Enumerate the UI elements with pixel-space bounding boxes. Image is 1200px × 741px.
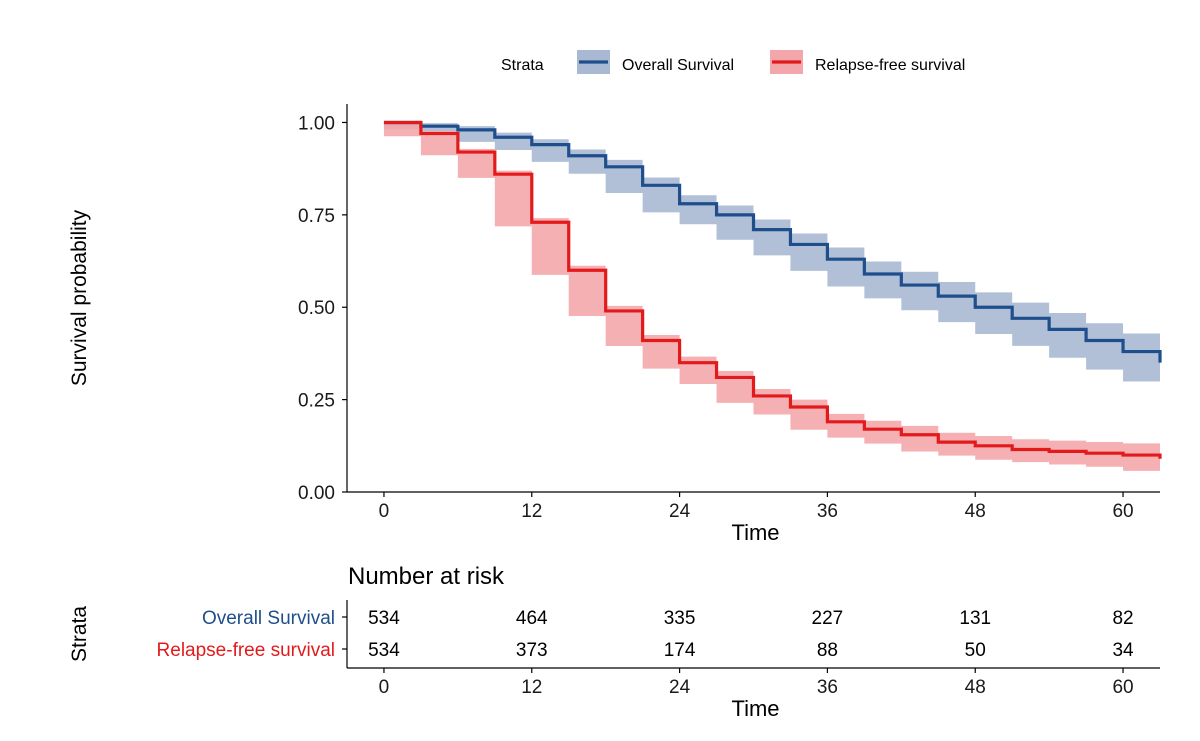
x-tick-label: 12 — [521, 501, 542, 522]
risk-x-axis-title: Time — [731, 696, 779, 721]
x-tick-label: 60 — [1112, 501, 1133, 522]
risk-count: 534 — [368, 640, 400, 661]
risk-row-label: Relapse-free survival — [157, 640, 335, 661]
risk-x-tick-label: 12 — [521, 677, 542, 698]
risk-count: 34 — [1112, 640, 1134, 661]
risk-count: 174 — [664, 640, 696, 661]
risk-x-tick-label: 60 — [1112, 677, 1133, 698]
risk-count: 131 — [959, 608, 991, 629]
y-tick-label: 1.00 — [298, 113, 335, 134]
risk-count: 50 — [965, 640, 986, 661]
y-tick-label: 0.50 — [298, 298, 335, 319]
x-tick-label: 48 — [965, 501, 986, 522]
risk-table-title: Number at risk — [348, 563, 505, 590]
x-tick-label: 0 — [379, 501, 390, 522]
y-tick-label: 0.75 — [298, 206, 335, 227]
x-tick-label: 24 — [669, 501, 691, 522]
risk-row-label: Overall Survival — [202, 608, 335, 629]
risk-count: 335 — [664, 608, 696, 629]
risk-x-tick-label: 36 — [817, 677, 838, 698]
risk-count: 464 — [516, 608, 548, 629]
risk-x-tick-label: 0 — [379, 677, 390, 698]
survival-curve — [383, 120, 1162, 363]
legend-entry-label: Overall Survival — [622, 57, 734, 74]
risk-count: 88 — [817, 640, 838, 661]
x-axis-title: Time — [731, 520, 779, 545]
risk-count: 82 — [1112, 608, 1133, 629]
risk-count: 227 — [812, 608, 844, 629]
x-tick-label: 36 — [817, 501, 838, 522]
survival-curve — [383, 120, 1162, 459]
legend-entry-label: Relapse-free survival — [815, 57, 965, 74]
risk-x-tick-label: 24 — [669, 677, 691, 698]
y-tick-label: 0.25 — [298, 391, 335, 412]
confidence-band — [383, 122, 1160, 382]
risk-count: 373 — [516, 640, 548, 661]
risk-count: 534 — [368, 608, 400, 629]
risk-y-axis-title: Strata — [68, 606, 91, 662]
y-axis-title: Survival probability — [68, 209, 91, 386]
risk-x-tick-label: 48 — [965, 677, 986, 698]
legend-title: Strata — [501, 57, 544, 74]
confidence-band — [383, 122, 1160, 471]
y-tick-label: 0.00 — [298, 483, 335, 504]
